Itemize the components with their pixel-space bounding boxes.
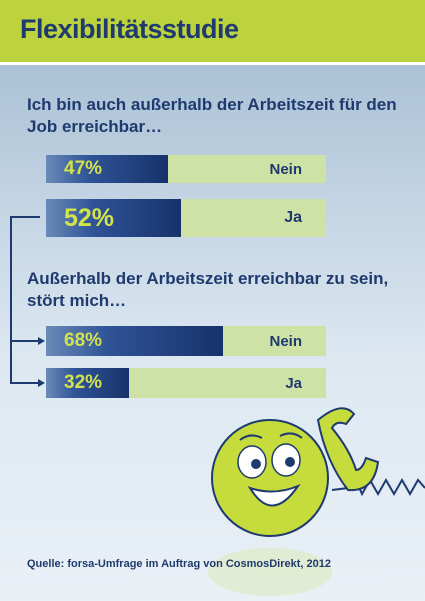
connector-vertical xyxy=(10,216,12,383)
connector-branch-nein xyxy=(10,340,38,342)
arrow-right-icon xyxy=(38,337,45,345)
source-note: Quelle: forsa-Umfrage im Auftrag von Cos… xyxy=(27,558,332,570)
bar-fill-ja-2 xyxy=(46,368,130,398)
bar-track-ja-1: 52% Ja xyxy=(46,199,326,237)
bar-category-label-nein-1: Nein xyxy=(269,161,302,178)
bar-fill-ja-1 xyxy=(46,199,182,237)
bar-track-nein-1: 47% Nein xyxy=(46,155,326,183)
smiley-face-icon xyxy=(211,419,329,537)
page-title: Flexibilitätsstudie xyxy=(20,14,239,44)
bar-fill-nein-2 xyxy=(46,326,224,356)
question-1: Ich bin auch außerhalb der Arbeitszeit f… xyxy=(27,94,397,138)
bar-category-label-ja-1: Ja xyxy=(284,209,302,226)
question-1-line-2: Job erreichbar… xyxy=(27,117,163,136)
bar-value-label-nein-2: 68% xyxy=(64,330,103,351)
connector-branch-ja xyxy=(10,382,38,384)
question-2: Außerhalb der Arbeitszeit erreichbar zu … xyxy=(27,268,388,312)
header-bar: Flexibilitätsstudie xyxy=(0,0,425,65)
bar-track-nein-2: 68% Nein xyxy=(46,326,326,356)
bar-value-label-ja-2: 32% xyxy=(64,372,103,393)
telephone-handset-icon xyxy=(316,407,380,492)
question-1-line-1: Ich bin auch außerhalb der Arbeitszeit f… xyxy=(27,95,397,114)
bar-value-label-ja-1: 52% xyxy=(64,204,115,232)
bar-fill-nein-1 xyxy=(46,155,169,183)
question-2-line-2: stört mich… xyxy=(27,291,127,310)
connector-horizontal-top xyxy=(10,216,40,218)
question-2-line-1: Außerhalb der Arbeitszeit erreichbar zu … xyxy=(27,269,389,288)
bar-value-label-nein-1: 47% xyxy=(64,158,103,179)
smiley-reflection xyxy=(208,548,332,596)
bar-category-label-nein-2: Nein xyxy=(269,333,302,350)
bar-category-label-ja-2: Ja xyxy=(285,375,302,392)
arrow-right-icon xyxy=(38,379,45,387)
bar-track-ja-2: 32% Ja xyxy=(46,368,326,398)
